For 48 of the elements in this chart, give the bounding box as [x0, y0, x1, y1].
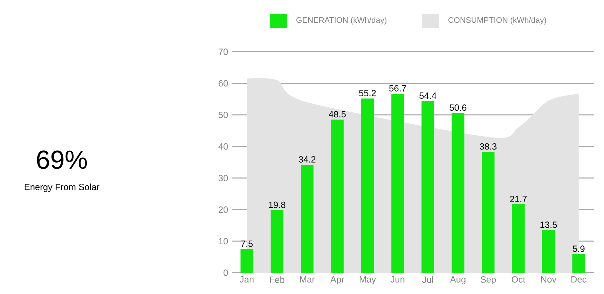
x-tick-label: Oct [512, 276, 526, 283]
x-tick-label: Jun [390, 276, 405, 283]
bar [572, 254, 586, 273]
legend-label: GENERATION (kWh/day) [296, 17, 387, 25]
y-tick-label: 50 [218, 112, 228, 118]
y-tick-label: 0 [224, 270, 228, 276]
x-tick-label: Dec [572, 276, 587, 283]
x-tick-label: Apr [330, 276, 344, 285]
bar [542, 230, 556, 273]
data-label: 34.2 [299, 156, 316, 163]
legend-label: CONSUMPTION (kWh/day) [448, 17, 546, 25]
x-tick-label: Mar [300, 276, 316, 283]
x-tick-label: Jan [240, 276, 254, 283]
y-tick-label: 70 [218, 48, 228, 56]
bar [422, 101, 434, 273]
bar [240, 249, 254, 273]
y-tick-label: 40 [218, 144, 228, 150]
x-tick-label: Jul [422, 276, 434, 284]
bar [270, 210, 284, 273]
data-label: 55.2 [359, 90, 376, 97]
x-tick-label: Nov [541, 276, 557, 283]
bar [512, 204, 525, 273]
y-tick-label: 60 [218, 80, 228, 87]
bar [361, 98, 374, 273]
data-label: 38.3 [480, 144, 497, 150]
data-label: 54.4 [420, 92, 437, 100]
x-tick-label: Feb [270, 276, 285, 284]
bar [331, 120, 344, 273]
data-label: 7.5 [241, 240, 253, 248]
x-tick-label: May [360, 276, 376, 285]
data-label: 5.9 [573, 246, 585, 252]
bar [452, 113, 465, 273]
data-label: 21.7 [510, 196, 527, 202]
x-tick-label: Aug [450, 276, 466, 285]
data-label: 19.8 [269, 202, 286, 208]
x-tick-label: Sep [480, 276, 496, 285]
bar [301, 165, 314, 273]
data-label: 56.7 [390, 85, 406, 92]
y-tick-label: 30 [218, 175, 228, 182]
y-tick-label: 10 [219, 238, 228, 245]
text: Energy From Solar [24, 184, 100, 192]
y-tick-label: 20 [218, 206, 228, 214]
data-label: 13.5 [540, 222, 558, 228]
data-label: 48.5 [329, 111, 346, 118]
data-label: 50.6 [450, 104, 467, 112]
bar [482, 152, 495, 273]
text: 69% [37, 150, 88, 170]
bar [392, 94, 404, 273]
